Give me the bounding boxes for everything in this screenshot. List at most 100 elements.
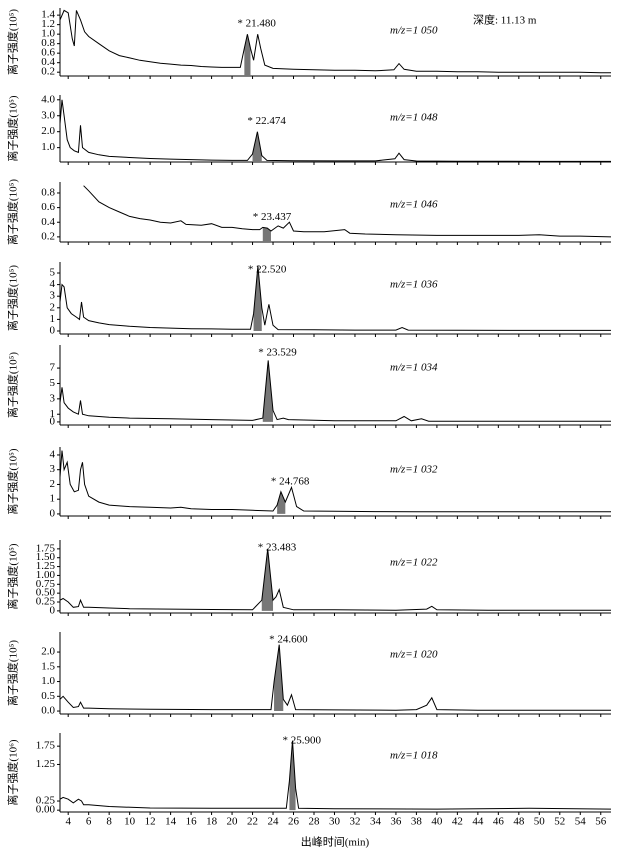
trace: [59, 740, 612, 810]
x-tick-label: 54: [575, 816, 587, 828]
y-tick-label: 1.75: [36, 740, 56, 752]
mz-label: m/z=1 048: [390, 112, 438, 124]
depth-label: 深度: 11.13 m: [473, 13, 537, 27]
x-tick-label: 44: [472, 816, 484, 828]
peak-label: * 21.480: [237, 18, 276, 30]
mz-label: m/z=1 046: [390, 199, 438, 211]
x-tick-label: 4: [65, 816, 71, 828]
y-tick-label: 0.25: [36, 596, 56, 608]
y-tick-label: 0.0: [41, 705, 55, 717]
x-tick-label: 28: [308, 816, 320, 828]
y-tick-label: 2: [50, 478, 56, 490]
trace: [83, 185, 612, 238]
x-tick-label: 20: [227, 816, 239, 828]
mz-label: m/z=1 032: [390, 464, 438, 476]
y-tick-label: 3: [50, 463, 56, 475]
y-tick-label: 4: [50, 278, 56, 290]
trace: [59, 266, 611, 331]
y-tick-label: 3: [50, 392, 56, 404]
x-tick-label: 22: [247, 816, 258, 828]
peak-label: * 22.474: [247, 115, 286, 127]
x-tick-label: 32: [349, 816, 360, 828]
y-tick-label: 0.4: [41, 216, 55, 228]
x-tick-label: 10: [124, 816, 136, 828]
y-tick-label: 0.50: [36, 587, 56, 599]
peak-label: * 22.520: [248, 264, 287, 276]
y-tick-label: 0.5: [41, 690, 55, 702]
x-tick-label: 12: [145, 816, 156, 828]
x-tick-label: 6: [86, 816, 92, 828]
y-axis-label: 离子强度(10⁵): [6, 179, 20, 245]
x-tick-label: 56: [595, 816, 607, 828]
y-tick-label: 0.8: [41, 187, 55, 199]
y-tick-label: 2.0: [41, 125, 55, 137]
peak-area: [244, 34, 251, 76]
y-tick-label: 5: [50, 267, 56, 279]
x-tick-label: 50: [534, 816, 546, 828]
x-tick-label: 36: [390, 816, 402, 828]
y-axis-label: 离子强度(10⁵): [6, 543, 20, 609]
y-axis-label: 离子强度(10⁵): [6, 448, 20, 514]
y-tick-label: 0.25: [36, 795, 56, 807]
y-axis-label: 离子强度(10⁵): [6, 265, 20, 331]
mz-label: m/z=1 020: [390, 649, 438, 661]
x-tick-label: 30: [329, 816, 341, 828]
mz-label: m/z=1 034: [390, 362, 438, 374]
y-tick-label: 1.0: [41, 141, 55, 153]
peak-label: * 24.768: [271, 475, 310, 487]
y-tick-label: 2: [50, 301, 56, 313]
y-tick-label: 0.2: [41, 230, 55, 242]
trace: [59, 99, 611, 162]
peak-area: [252, 131, 262, 162]
trace: [59, 360, 611, 422]
x-axis-label: 出峰时间(min): [301, 835, 370, 849]
peak-label: * 25.900: [282, 735, 321, 747]
y-tick-label: 0.6: [41, 47, 55, 59]
x-tick-label: 14: [165, 816, 177, 828]
x-tick-label: 16: [186, 816, 198, 828]
y-tick-label: 2.0: [41, 646, 55, 658]
y-axis-label: 离子强度(10⁵): [6, 9, 20, 75]
mz-label: m/z=1 036: [390, 279, 438, 291]
y-tick-label: 0: [50, 415, 56, 427]
peak-label: * 23.483: [258, 542, 297, 554]
peak-label: * 23.437: [253, 211, 292, 223]
x-tick-label: 18: [206, 816, 218, 828]
y-tick-label: 0.4: [41, 56, 55, 68]
y-tick-label: 3.0: [41, 109, 55, 121]
peak-area: [262, 360, 274, 422]
x-tick-label: 52: [554, 816, 565, 828]
y-tick-label: 1.25: [36, 758, 56, 770]
mz-label: m/z=1 018: [390, 750, 438, 762]
mz-label: m/z=1 050: [390, 25, 438, 37]
y-tick-label: 0: [50, 507, 56, 519]
y-tick-label: 0: [50, 604, 56, 616]
x-tick-label: 46: [493, 816, 505, 828]
y-tick-label: 1: [50, 408, 56, 420]
y-axis-label: 离子强度(10⁵): [6, 640, 20, 706]
peak-area: [253, 266, 262, 331]
y-tick-label: 0.75: [36, 578, 56, 590]
y-tick-label: 1.0: [41, 28, 55, 40]
x-tick-label: 26: [288, 816, 300, 828]
peak-area: [274, 644, 284, 712]
x-tick-label: 8: [106, 816, 112, 828]
y-tick-label: 0.2: [41, 66, 55, 78]
x-tick-label: 24: [268, 816, 280, 828]
peak-area: [261, 548, 274, 611]
y-tick-label: 1: [50, 493, 56, 505]
x-tick-label: 38: [411, 816, 423, 828]
peak-area: [277, 491, 286, 514]
y-tick-label: 1.00: [36, 569, 56, 581]
trace: [59, 450, 611, 513]
trace: [59, 548, 611, 611]
peak-label: * 23.529: [258, 347, 297, 359]
x-tick-label: 40: [431, 816, 443, 828]
x-tick-label: 48: [513, 816, 525, 828]
peak-area: [262, 227, 271, 242]
y-tick-label: 4.0: [41, 93, 55, 105]
x-tick-label: 34: [370, 816, 382, 828]
y-axis-label: 离子强度(10⁶): [6, 739, 20, 805]
peak-label: * 24.600: [269, 634, 308, 646]
